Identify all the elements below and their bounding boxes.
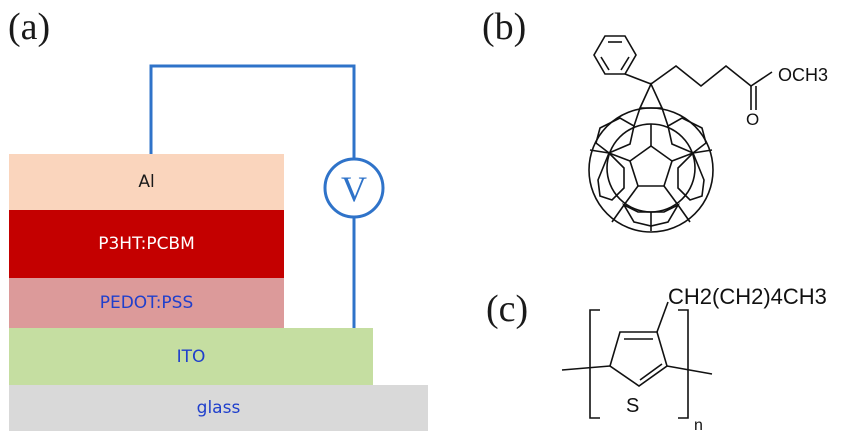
layer-p3ht-pcbm-label: P3HT:PCBM — [98, 234, 195, 254]
layer-p3ht-pcbm: P3HT:PCBM — [9, 210, 284, 278]
voltmeter: V — [323, 157, 385, 219]
layer-ito-label: ITO — [176, 346, 206, 367]
panel-label-a: (a) — [8, 6, 51, 48]
layer-al-label: Al — [138, 172, 155, 192]
layer-glass: glass — [9, 385, 428, 431]
panel-label-b: (b) — [482, 6, 527, 48]
layer-pedot-pss: PEDOT:PSS — [9, 278, 284, 328]
voltmeter-label: V — [341, 169, 367, 209]
p3ht-repeat-subscript: n — [694, 417, 703, 434]
panel-label-c: (c) — [486, 288, 529, 330]
p3ht-side-chain-label: CH2(CH2)4CH3 — [668, 284, 827, 309]
pcbm-carbonyl-oxygen: O — [746, 110, 759, 129]
layer-pedot-pss-label: PEDOT:PSS — [99, 293, 194, 313]
layer-glass-label: glass — [196, 398, 241, 418]
p3ht-sulfur-label: S — [626, 395, 639, 417]
pcbm-ester-label: OCH3 — [778, 65, 828, 85]
pcbm-structure — [588, 35, 773, 233]
layer-al: Al — [9, 154, 284, 210]
circuit-wire — [149, 64, 356, 328]
p3ht-structure — [561, 301, 713, 419]
layer-ito: ITO — [9, 328, 373, 385]
